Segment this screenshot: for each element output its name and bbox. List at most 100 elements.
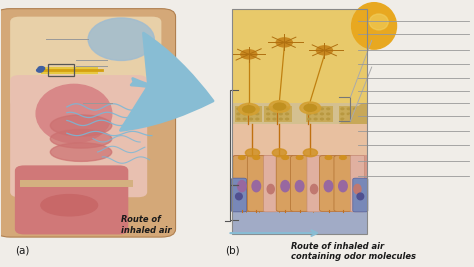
- Circle shape: [320, 108, 323, 109]
- Ellipse shape: [339, 180, 347, 192]
- Bar: [232, 124, 367, 155]
- FancyBboxPatch shape: [231, 178, 246, 212]
- Circle shape: [250, 108, 253, 109]
- Circle shape: [273, 108, 276, 109]
- Circle shape: [286, 118, 289, 120]
- Circle shape: [327, 108, 329, 109]
- Circle shape: [354, 113, 356, 115]
- Ellipse shape: [357, 193, 364, 200]
- FancyBboxPatch shape: [353, 178, 368, 212]
- Text: Route of inhaled air
containing odor molecules: Route of inhaled air containing odor mol…: [292, 242, 416, 261]
- Ellipse shape: [369, 14, 388, 30]
- Circle shape: [320, 118, 323, 120]
- FancyBboxPatch shape: [247, 156, 265, 211]
- Circle shape: [273, 103, 286, 110]
- Ellipse shape: [295, 180, 304, 192]
- Circle shape: [250, 113, 253, 115]
- FancyBboxPatch shape: [0, 9, 175, 237]
- Circle shape: [273, 113, 276, 115]
- Circle shape: [314, 118, 317, 120]
- Ellipse shape: [237, 180, 246, 192]
- Circle shape: [279, 113, 282, 115]
- Bar: [232, 155, 367, 212]
- Circle shape: [282, 156, 289, 159]
- Circle shape: [269, 101, 290, 112]
- Ellipse shape: [88, 18, 155, 60]
- Circle shape: [317, 46, 332, 55]
- Circle shape: [273, 149, 286, 157]
- FancyBboxPatch shape: [334, 156, 352, 211]
- Circle shape: [341, 118, 344, 120]
- FancyBboxPatch shape: [276, 156, 294, 211]
- FancyBboxPatch shape: [319, 156, 337, 211]
- Circle shape: [340, 156, 346, 159]
- Circle shape: [243, 108, 246, 109]
- Circle shape: [296, 156, 303, 159]
- Ellipse shape: [36, 84, 112, 143]
- Circle shape: [360, 108, 363, 109]
- FancyBboxPatch shape: [264, 155, 278, 212]
- FancyBboxPatch shape: [10, 17, 161, 107]
- Circle shape: [267, 108, 270, 109]
- Bar: [232, 9, 367, 104]
- Circle shape: [237, 113, 240, 115]
- Circle shape: [286, 108, 289, 109]
- Ellipse shape: [41, 195, 98, 216]
- Circle shape: [243, 118, 246, 120]
- Circle shape: [238, 156, 245, 159]
- Circle shape: [300, 102, 320, 114]
- Circle shape: [347, 118, 350, 120]
- FancyBboxPatch shape: [350, 155, 365, 212]
- Circle shape: [325, 156, 332, 159]
- Circle shape: [238, 103, 259, 115]
- Bar: [19, 180, 133, 187]
- Bar: [41, 67, 98, 74]
- Circle shape: [360, 113, 363, 115]
- FancyBboxPatch shape: [233, 156, 251, 211]
- Circle shape: [279, 108, 282, 109]
- Circle shape: [237, 108, 240, 109]
- Circle shape: [304, 104, 317, 111]
- Circle shape: [354, 108, 356, 109]
- Circle shape: [354, 118, 356, 120]
- Circle shape: [246, 149, 260, 157]
- Circle shape: [341, 108, 344, 109]
- Circle shape: [327, 118, 329, 120]
- Bar: [338, 106, 366, 122]
- Bar: [235, 106, 262, 122]
- Ellipse shape: [236, 193, 242, 200]
- Circle shape: [308, 108, 311, 109]
- Ellipse shape: [352, 3, 397, 49]
- Text: (b): (b): [225, 246, 240, 256]
- Polygon shape: [338, 104, 367, 124]
- Circle shape: [308, 118, 311, 120]
- Circle shape: [237, 118, 240, 120]
- FancyBboxPatch shape: [10, 75, 147, 197]
- Ellipse shape: [50, 129, 112, 148]
- Circle shape: [320, 113, 323, 115]
- Ellipse shape: [50, 115, 112, 136]
- Circle shape: [303, 149, 318, 157]
- Bar: [306, 106, 333, 122]
- Bar: [232, 104, 367, 124]
- Circle shape: [267, 113, 270, 115]
- Ellipse shape: [310, 184, 318, 194]
- Ellipse shape: [267, 184, 274, 194]
- Ellipse shape: [252, 180, 261, 192]
- Text: (a): (a): [15, 246, 29, 256]
- Circle shape: [253, 156, 260, 159]
- Ellipse shape: [281, 180, 290, 192]
- Text: Route of
inhaled air: Route of inhaled air: [121, 215, 172, 235]
- Bar: [264, 106, 292, 122]
- Circle shape: [250, 118, 253, 120]
- Circle shape: [36, 68, 43, 72]
- Circle shape: [243, 106, 255, 113]
- Circle shape: [243, 113, 246, 115]
- Ellipse shape: [50, 143, 112, 161]
- FancyBboxPatch shape: [291, 156, 309, 211]
- Circle shape: [256, 118, 259, 120]
- Circle shape: [267, 118, 270, 120]
- Circle shape: [341, 113, 344, 115]
- Circle shape: [256, 108, 259, 109]
- Ellipse shape: [324, 180, 333, 192]
